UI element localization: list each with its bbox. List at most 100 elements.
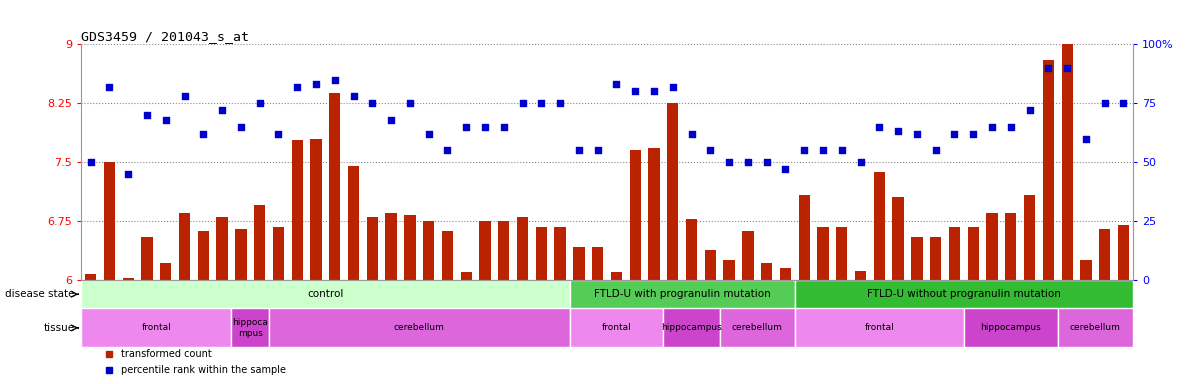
Bar (197, 230, 209, 280)
Point (700, 147, 719, 153)
Point (607, 81, 626, 87)
Point (945, 131, 964, 137)
Point (982, 124, 1001, 130)
Bar (85, 274, 97, 280)
Bar (1117, 225, 1129, 280)
Bar (1024, 195, 1035, 280)
Point (325, 76, 344, 83)
Bar (367, 217, 378, 280)
Text: FTLD-U with progranulin mutation: FTLD-U with progranulin mutation (594, 289, 771, 299)
Bar (705, 250, 716, 280)
Bar (649, 148, 660, 280)
Point (719, 159, 739, 165)
Bar (742, 231, 754, 280)
Bar (1061, 40, 1073, 280)
Bar (574, 247, 584, 280)
Bar (592, 247, 603, 280)
Text: FTLD-U without progranulin mutation: FTLD-U without progranulin mutation (866, 289, 1061, 299)
Point (381, 117, 400, 123)
Point (551, 100, 570, 106)
Point (476, 124, 495, 130)
Bar (761, 263, 772, 280)
Text: cerebellum: cerebellum (394, 323, 445, 333)
Bar (269, 308, 570, 348)
Bar (348, 166, 360, 280)
Bar (81, 280, 570, 308)
Point (232, 124, 251, 130)
Bar (442, 231, 453, 280)
Point (437, 147, 456, 153)
Bar (517, 217, 528, 280)
Bar (1080, 260, 1091, 280)
Bar (1043, 60, 1054, 280)
Point (456, 124, 476, 130)
Bar (1058, 308, 1133, 348)
Text: control: control (307, 289, 344, 299)
Point (644, 88, 663, 94)
Bar (1099, 229, 1110, 280)
Point (1077, 136, 1096, 142)
Text: frontal: frontal (141, 323, 171, 333)
Text: hippoca
mpus: hippoca mpus (232, 318, 268, 338)
Bar (630, 150, 641, 280)
Bar (874, 172, 885, 280)
Point (419, 131, 439, 137)
Bar (893, 197, 903, 280)
Bar (160, 263, 171, 280)
Bar (216, 217, 228, 280)
Text: transformed count: transformed count (121, 349, 212, 359)
Bar (968, 227, 979, 280)
Bar (535, 227, 547, 280)
Text: GDS3459 / 201043_s_at: GDS3459 / 201043_s_at (81, 30, 250, 43)
Point (663, 84, 682, 90)
Point (118, 171, 137, 177)
Bar (817, 227, 828, 280)
Bar (836, 227, 847, 280)
Bar (460, 272, 472, 280)
Point (870, 124, 889, 130)
Point (776, 166, 795, 172)
Point (682, 131, 701, 137)
Bar (292, 140, 302, 280)
Point (1058, 65, 1077, 71)
Bar (404, 215, 416, 280)
Bar (179, 213, 190, 280)
Bar (479, 221, 491, 280)
Point (288, 84, 307, 90)
Bar (780, 268, 791, 280)
Point (363, 100, 382, 106)
Point (306, 81, 325, 87)
Bar (232, 308, 269, 348)
Point (758, 159, 777, 165)
Bar (311, 139, 321, 280)
Bar (141, 237, 153, 280)
Bar (329, 93, 341, 280)
Bar (686, 219, 697, 280)
Text: cerebellum: cerebellum (731, 323, 783, 333)
Point (100, 84, 120, 90)
Point (588, 147, 607, 153)
Point (626, 88, 645, 94)
Text: hippocampus: hippocampus (661, 323, 722, 333)
Point (269, 131, 288, 137)
Bar (719, 308, 795, 348)
Bar (570, 280, 795, 308)
Point (194, 131, 213, 137)
Point (513, 100, 532, 106)
Bar (554, 227, 565, 280)
Bar (798, 195, 810, 280)
Point (157, 117, 176, 123)
Bar (611, 272, 623, 280)
Bar (663, 308, 719, 348)
Bar (667, 103, 679, 280)
Point (814, 147, 833, 153)
Bar (570, 308, 663, 348)
Point (963, 131, 982, 137)
Point (495, 124, 514, 130)
Bar (104, 162, 115, 280)
Bar (930, 237, 942, 280)
Bar (912, 237, 923, 280)
Bar (272, 227, 284, 280)
Point (532, 100, 551, 106)
Point (213, 107, 232, 113)
